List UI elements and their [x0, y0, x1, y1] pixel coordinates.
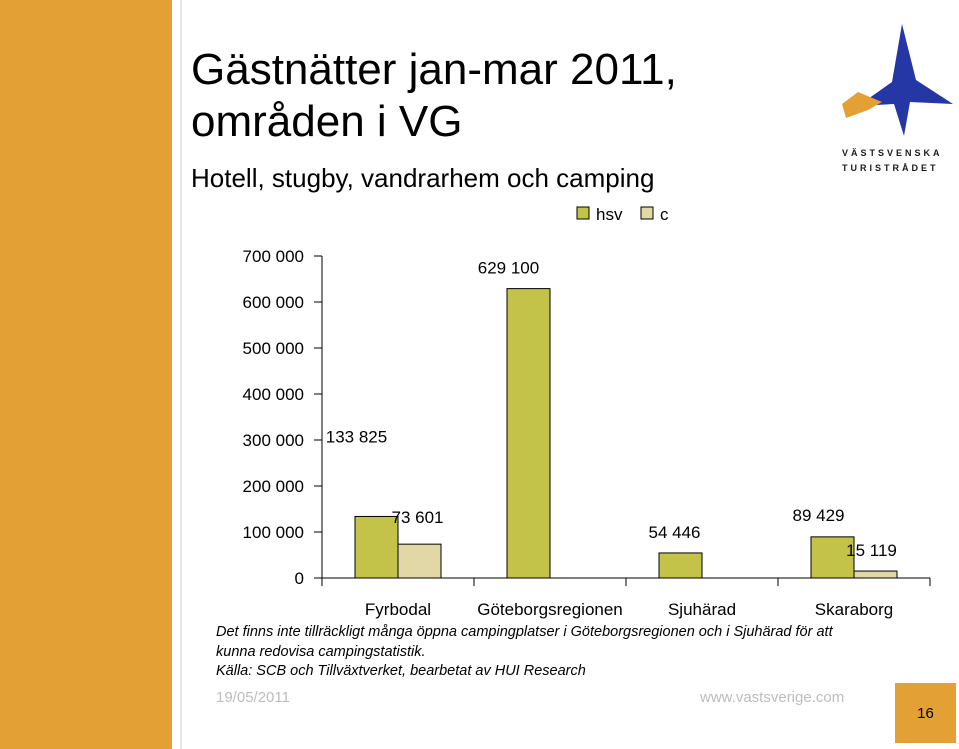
- bar-hsv: [658, 552, 703, 579]
- bar-c: [397, 543, 442, 579]
- data-label: 629 100: [478, 259, 539, 278]
- title-line-1: Gästnätter jan-mar 2011,: [191, 45, 677, 94]
- footer-date: 19/05/2011: [216, 689, 290, 706]
- y-tick-label: 600 000: [243, 293, 304, 312]
- logo-text-line-2: TURISTRÅDET: [842, 163, 939, 173]
- logo-text-line-1: VÄSTSVENSKA: [842, 148, 943, 158]
- bar-hsv: [810, 536, 855, 579]
- legend-label-hsv: hsv: [596, 205, 623, 224]
- data-label: 89 429: [793, 506, 845, 525]
- vastsvenska-logo-star-icon: [842, 24, 953, 136]
- slide-title: Gästnätter jan-mar 2011, områden i VG: [191, 44, 677, 148]
- data-label: 54 446: [649, 523, 701, 542]
- y-tick-label: 0: [295, 569, 304, 588]
- x-category-label: Göteborgsregionen: [477, 600, 623, 619]
- chart-bars: [354, 288, 898, 579]
- bar-c: [853, 570, 898, 579]
- x-category-label: Sjuhärad: [668, 600, 736, 619]
- legend-swatch-hsv: [576, 206, 590, 220]
- y-tick-label: 700 000: [243, 247, 304, 266]
- y-tick-label: 100 000: [243, 523, 304, 542]
- data-label: 15 119: [846, 541, 897, 560]
- chart-axes: 0 100 000 200 000 300 000 400 000 500 000 600 …: [243, 247, 931, 588]
- y-tick-label: 200 000: [243, 477, 304, 496]
- legend-label-c: c: [660, 205, 669, 224]
- y-tick-label: 300 000: [243, 431, 304, 450]
- bar-hsv: [506, 288, 551, 579]
- x-category-label: Fyrbodal: [365, 600, 431, 619]
- note-line-2: kunna redovisa campingstatistik.: [216, 644, 426, 660]
- note-line-1: Det finns inte tillräckligt många öppna …: [216, 624, 833, 640]
- slide-subtitle: Hotell, stugby, vandrarhem och camping: [191, 163, 655, 193]
- footer-url[interactable]: www.vastsverige.com: [700, 689, 845, 706]
- chart-legend: hsv c: [576, 205, 669, 224]
- source-text: Källa: SCB och Tillväxtverket, bearbetat…: [216, 663, 586, 679]
- data-label: 73 601: [392, 508, 444, 527]
- chart-labels: Fyrbodal 133 825 73 601 Göteborgsregionen 62…: [326, 259, 897, 619]
- page-number: 16: [895, 683, 956, 743]
- y-tick-label: 400 000: [243, 385, 304, 404]
- orange-sidebar: [0, 0, 172, 749]
- x-category-label: Skaraborg: [815, 600, 893, 619]
- title-line-2: områden i VG: [191, 97, 463, 146]
- y-tick-label: 500 000: [243, 339, 304, 358]
- data-label: 133 825: [326, 427, 387, 446]
- sidebar-divider: [180, 0, 182, 749]
- legend-swatch-c: [640, 206, 654, 220]
- bar-hsv: [354, 515, 399, 579]
